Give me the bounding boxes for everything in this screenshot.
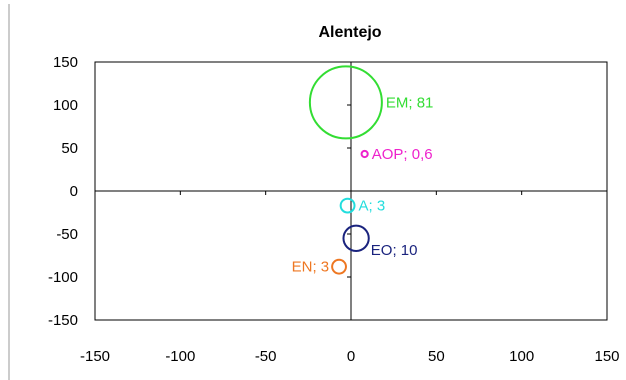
y-tick-label: 100 [53,97,78,114]
bubbles [308,65,383,275]
bubble-en [331,258,347,275]
bubble-eo [342,224,370,252]
data-label: EN; 3 [292,259,330,276]
x-tick-labels: -150 -100 -50 0 50 100 150 [80,348,620,365]
data-label: A; 3 [359,198,386,215]
y-tick-label: -50 [56,226,78,243]
y-tick-label: 50 [61,140,78,157]
data-label: EM; 81 [386,94,434,111]
x-tick-label: 50 [428,348,445,365]
y-tick-label: -150 [48,312,78,329]
x-tick-label: 0 [347,348,355,365]
data-labels: EM; 81 AOP; 0,6 A; 3 EO; 10 EN; 3 [292,94,434,275]
chart-title: Alentejo [318,24,381,41]
y-tick-label: -100 [48,269,78,286]
data-label: AOP; 0,6 [372,146,433,163]
y-tick-label: 150 [53,54,78,71]
y-tick-label: 0 [70,183,78,200]
bubble-aop [360,149,369,159]
x-tick-label: -150 [80,348,110,365]
x-tick-label: -50 [255,348,277,365]
bubble-em [308,65,383,140]
x-tick-label: 100 [509,348,534,365]
x-tick-label: -100 [165,348,195,365]
bubble-a [339,197,356,214]
x-tick-label: 150 [594,348,619,365]
data-label: EO; 10 [371,242,418,259]
axes [95,62,607,320]
y-tick-labels: 150 100 50 0 -50 -100 -150 [48,54,78,329]
